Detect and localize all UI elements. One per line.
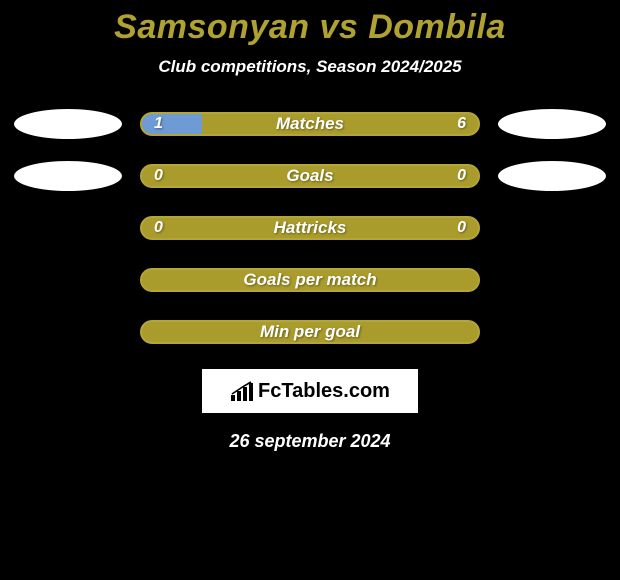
stat-right-value: 0 bbox=[457, 166, 466, 186]
player-right-oval bbox=[498, 161, 606, 191]
subtitle: Club competitions, Season 2024/2025 bbox=[0, 57, 620, 77]
stat-bar: 0Goals0 bbox=[140, 164, 480, 188]
stat-bar: 1Matches6 bbox=[140, 112, 480, 136]
stat-bar: Goals per match bbox=[140, 268, 480, 292]
logo-text: FcTables.com bbox=[258, 380, 390, 403]
stat-bar: Min per goal bbox=[140, 320, 480, 344]
player-right-oval bbox=[498, 109, 606, 139]
stat-right-value: 0 bbox=[457, 218, 466, 238]
oval-spacer bbox=[498, 265, 606, 295]
stat-label: Min per goal bbox=[142, 322, 478, 342]
oval-spacer bbox=[498, 317, 606, 347]
page-title: Samsonyan vs Dombila bbox=[0, 8, 620, 47]
stat-label: Goals bbox=[142, 166, 478, 186]
stat-rows: 1Matches60Goals00Hattricks0Goals per mat… bbox=[0, 109, 620, 347]
oval-spacer bbox=[498, 213, 606, 243]
oval-spacer bbox=[14, 317, 122, 347]
logo: FcTables.com bbox=[230, 380, 390, 403]
oval-spacer bbox=[14, 265, 122, 295]
stat-row: 1Matches6 bbox=[0, 109, 620, 139]
logo-box[interactable]: FcTables.com bbox=[202, 369, 418, 413]
stat-row: Goals per match bbox=[0, 265, 620, 295]
comparison-widget: Samsonyan vs Dombila Club competitions, … bbox=[0, 0, 620, 452]
stat-row: 0Goals0 bbox=[0, 161, 620, 191]
oval-spacer bbox=[14, 213, 122, 243]
stat-row: Min per goal bbox=[0, 317, 620, 347]
player-left-oval bbox=[14, 109, 122, 139]
stat-bar: 0Hattricks0 bbox=[140, 216, 480, 240]
player-left-oval bbox=[14, 161, 122, 191]
stat-label: Hattricks bbox=[142, 218, 478, 238]
stat-row: 0Hattricks0 bbox=[0, 213, 620, 243]
stat-label: Goals per match bbox=[142, 270, 478, 290]
stat-right-value: 6 bbox=[457, 114, 466, 134]
bar-chart-icon bbox=[230, 381, 254, 401]
stat-label: Matches bbox=[142, 114, 478, 134]
date-label: 26 september 2024 bbox=[0, 431, 620, 452]
